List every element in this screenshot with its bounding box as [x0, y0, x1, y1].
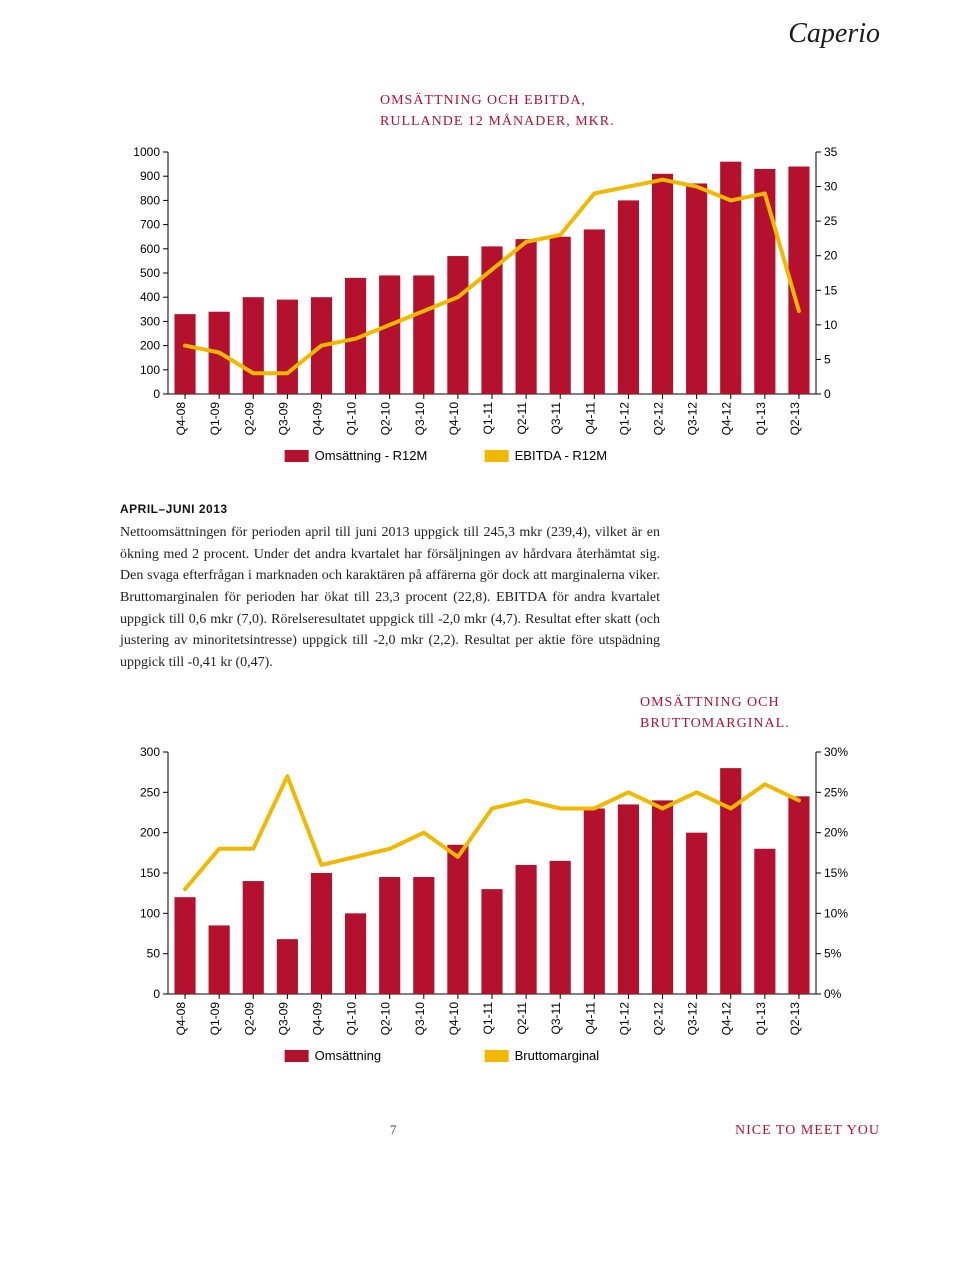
- section-heading: APRIL–JUNI 2013: [120, 502, 880, 516]
- svg-text:Q2-09: Q2-09: [242, 402, 256, 436]
- page-number: 7: [390, 1122, 397, 1138]
- svg-text:15: 15: [824, 283, 838, 297]
- svg-text:Q4-10: Q4-10: [447, 1001, 461, 1035]
- svg-text:300: 300: [140, 314, 160, 328]
- svg-text:Q2-11: Q2-11: [515, 1001, 529, 1034]
- svg-text:0: 0: [153, 387, 160, 401]
- chart2-title: OMSÄTTNING OCH BRUTTOMARGINAL.: [640, 692, 880, 734]
- svg-text:Q4-08: Q4-08: [174, 1001, 188, 1035]
- svg-text:200: 200: [140, 825, 160, 839]
- svg-text:50: 50: [147, 946, 161, 960]
- chart2-title-l2: BRUTTOMARGINAL.: [640, 716, 790, 731]
- svg-text:5%: 5%: [824, 946, 842, 960]
- svg-text:15%: 15%: [824, 866, 848, 880]
- svg-text:30%: 30%: [824, 745, 848, 759]
- svg-text:Q2-12: Q2-12: [652, 402, 666, 436]
- svg-text:Q4-08: Q4-08: [174, 402, 188, 436]
- svg-text:Q2-10: Q2-10: [379, 402, 393, 436]
- svg-text:30: 30: [824, 180, 838, 194]
- page: Caperio OMSÄTTNING OCH EBITDA, RULLANDE …: [0, 0, 960, 1169]
- body-paragraph: Nettoomsättningen för perioden april til…: [120, 522, 660, 674]
- svg-text:Q3-09: Q3-09: [276, 402, 290, 436]
- chart1-title: OMSÄTTNING OCH EBITDA, RULLANDE 12 MÅNAD…: [380, 90, 880, 132]
- svg-text:100: 100: [140, 906, 160, 920]
- svg-text:Q4-09: Q4-09: [310, 402, 324, 436]
- svg-text:20: 20: [824, 249, 838, 263]
- svg-text:800: 800: [140, 193, 160, 207]
- svg-text:Q3-10: Q3-10: [413, 402, 427, 436]
- svg-text:0%: 0%: [824, 987, 842, 1001]
- svg-text:Q3-12: Q3-12: [686, 1001, 700, 1035]
- svg-text:25: 25: [824, 214, 838, 228]
- footer-slogan: NICE TO MEET YOU: [735, 1123, 880, 1139]
- chart2-svg: 0 50 100 150 200 250 300 0% 5% 10% 15% 20% 25% 30% Q4-…: [110, 742, 870, 1072]
- svg-text:20%: 20%: [824, 825, 848, 839]
- svg-text:Q1-09: Q1-09: [208, 1001, 222, 1035]
- svg-text:Q1-10: Q1-10: [345, 1001, 359, 1035]
- svg-text:Q4-11: Q4-11: [583, 1001, 597, 1034]
- svg-text:Q1-10: Q1-10: [345, 402, 359, 436]
- svg-text:Q1-11: Q1-11: [481, 1001, 495, 1034]
- svg-text:700: 700: [140, 218, 160, 232]
- svg-text:Q1-09: Q1-09: [208, 402, 222, 436]
- svg-text:Q4-12: Q4-12: [720, 1001, 734, 1035]
- chart2-container: 0 50 100 150 200 250 300 0% 5% 10% 15% 20% 25% 30% Q4-…: [110, 742, 870, 1072]
- svg-text:Q4-11: Q4-11: [583, 402, 597, 435]
- svg-text:Q2-10: Q2-10: [379, 1001, 393, 1035]
- brand-logo: Caperio: [788, 18, 880, 50]
- svg-text:Q3-11: Q3-11: [549, 402, 563, 435]
- svg-text:Q1-12: Q1-12: [617, 1001, 631, 1035]
- svg-text:Q2-12: Q2-12: [652, 1001, 666, 1035]
- svg-text:Q4-10: Q4-10: [447, 402, 461, 436]
- svg-text:1000: 1000: [133, 145, 160, 159]
- chart1-container: 0 100 200 300 400 500 600 700 800 900 1000 0 5 10 15 20…: [110, 142, 870, 472]
- svg-text:600: 600: [140, 242, 160, 256]
- svg-text:Q4-12: Q4-12: [720, 402, 734, 436]
- svg-text:300: 300: [140, 745, 160, 759]
- svg-text:0: 0: [824, 387, 831, 401]
- svg-text:10: 10: [824, 318, 838, 332]
- svg-text:Q3-11: Q3-11: [549, 1001, 563, 1034]
- svg-text:Q2-09: Q2-09: [242, 1001, 256, 1035]
- svg-text:100: 100: [140, 363, 160, 377]
- svg-text:Q2-13: Q2-13: [788, 1001, 802, 1035]
- svg-text:0: 0: [153, 987, 160, 1001]
- chart1-title-l1: OMSÄTTNING OCH EBITDA,: [380, 93, 586, 108]
- svg-text:200: 200: [140, 339, 160, 353]
- page-footer: 7 NICE TO MEET YOU: [120, 1122, 880, 1139]
- svg-text:Q1-12: Q1-12: [617, 402, 631, 436]
- svg-text:400: 400: [140, 290, 160, 304]
- svg-text:Q2-11: Q2-11: [515, 402, 529, 435]
- svg-text:5: 5: [824, 352, 831, 366]
- svg-text:EBITDA - R12M: EBITDA - R12M: [515, 448, 607, 463]
- svg-text:900: 900: [140, 169, 160, 183]
- svg-text:500: 500: [140, 266, 160, 280]
- svg-text:Q2-13: Q2-13: [788, 402, 802, 436]
- chart1-title-l2: RULLANDE 12 MÅNADER, MKR.: [380, 114, 615, 129]
- svg-text:Q1-11: Q1-11: [481, 402, 495, 435]
- svg-text:Q1-13: Q1-13: [754, 402, 768, 436]
- svg-text:150: 150: [140, 866, 160, 880]
- svg-text:Omsättning: Omsättning: [315, 1048, 381, 1063]
- svg-text:25%: 25%: [824, 785, 848, 799]
- chart1-svg: 0 100 200 300 400 500 600 700 800 900 1000 0 5 10 15 20…: [110, 142, 870, 472]
- svg-text:Q4-09: Q4-09: [310, 1001, 324, 1035]
- svg-text:Omsättning - R12M: Omsättning - R12M: [315, 448, 428, 463]
- svg-text:Q3-09: Q3-09: [276, 1001, 290, 1035]
- svg-text:10%: 10%: [824, 906, 848, 920]
- svg-text:Q3-12: Q3-12: [686, 402, 700, 436]
- svg-text:35: 35: [824, 145, 838, 159]
- chart2-title-l1: OMSÄTTNING OCH: [640, 695, 780, 710]
- svg-text:Q1-13: Q1-13: [754, 1001, 768, 1035]
- svg-text:250: 250: [140, 785, 160, 799]
- svg-text:Q3-10: Q3-10: [413, 1001, 427, 1035]
- svg-text:Bruttomarginal: Bruttomarginal: [515, 1048, 600, 1063]
